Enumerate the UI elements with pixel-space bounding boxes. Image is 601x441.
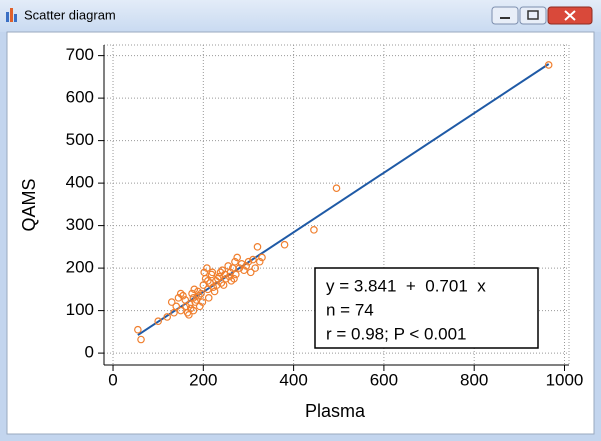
scatter-point: [210, 287, 219, 296]
scatter-point: [233, 253, 241, 262]
scatter-point: [198, 298, 207, 306]
scatter-point: [249, 255, 257, 264]
y-tick-label: 100: [66, 300, 94, 319]
scatter-point: [244, 257, 253, 266]
scatter-point: [332, 184, 341, 193]
scatter-point: [255, 257, 264, 266]
scatter-point: [310, 226, 318, 234]
scatter-point: [544, 61, 553, 69]
scatter-point: [134, 325, 142, 334]
y-tick-label: 200: [66, 258, 94, 277]
scatter-point: [172, 302, 181, 311]
app-icon: [6, 8, 17, 22]
maximize-button[interactable]: [519, 6, 547, 25]
window-title: Scatter diagram: [24, 7, 116, 22]
scatter-point: [204, 294, 213, 302]
scatter-point: [208, 268, 217, 277]
y-tick-label: 0: [85, 343, 94, 362]
scatter-point: [179, 291, 187, 300]
y-tick-label: 300: [66, 215, 94, 234]
scatter-point: [195, 291, 203, 300]
scatter-point: [219, 281, 228, 289]
scatter-point: [251, 264, 260, 272]
y-tick-label: 400: [66, 173, 94, 192]
scatter-point: [242, 262, 251, 270]
stats-text: n = 74: [326, 300, 374, 319]
stats-text: r = 0.98; P < 0.001: [326, 324, 467, 343]
x-tick-label: 600: [370, 370, 398, 389]
scatter-point: [237, 260, 246, 268]
stats-text: y = 3.841 + 0.701 x: [326, 276, 486, 295]
scatter-point: [231, 257, 239, 266]
scatter-point: [197, 289, 205, 298]
y-tick-label: 600: [66, 88, 94, 107]
x-tick-label: 800: [460, 370, 488, 389]
scatter-point: [201, 274, 210, 283]
scatter-point: [227, 277, 236, 285]
scatter-point: [154, 317, 162, 326]
close-button[interactable]: [547, 6, 593, 25]
y-tick-label: 700: [66, 45, 94, 64]
x-tick-label: 1000: [546, 370, 584, 389]
scatter-point: [232, 270, 240, 279]
y-axis-title: QAMS: [19, 178, 39, 231]
scatter-point: [176, 306, 185, 315]
minimize-button[interactable]: [491, 6, 519, 25]
scatter-point: [217, 279, 226, 287]
scatter-point: [253, 243, 262, 251]
scatter-point: [163, 313, 172, 321]
x-tick-label: 0: [108, 370, 117, 389]
scatter-point: [199, 281, 208, 289]
x-tick-label: 200: [189, 370, 217, 389]
scatter-point: [176, 289, 185, 298]
scatter-point: [204, 277, 212, 285]
x-tick-label: 400: [279, 370, 307, 389]
scatter-point: [189, 306, 198, 315]
scatter-point: [170, 308, 178, 317]
scatter-point: [137, 335, 145, 344]
y-tick-label: 500: [66, 130, 94, 149]
scatter-point: [258, 253, 266, 262]
scatter-point: [240, 266, 248, 275]
scatter-point: [235, 264, 244, 272]
scatter-point: [246, 268, 255, 277]
scatter-point: [280, 240, 289, 249]
x-axis-title: Plasma: [305, 401, 366, 421]
scatter-point: [224, 262, 232, 270]
scatter-point: [167, 298, 176, 306]
stats-box: [314, 267, 539, 349]
regression-line: [137, 63, 550, 336]
scatter-point: [174, 294, 183, 302]
scatter-point: [203, 264, 211, 272]
scatter-point: [216, 268, 225, 277]
